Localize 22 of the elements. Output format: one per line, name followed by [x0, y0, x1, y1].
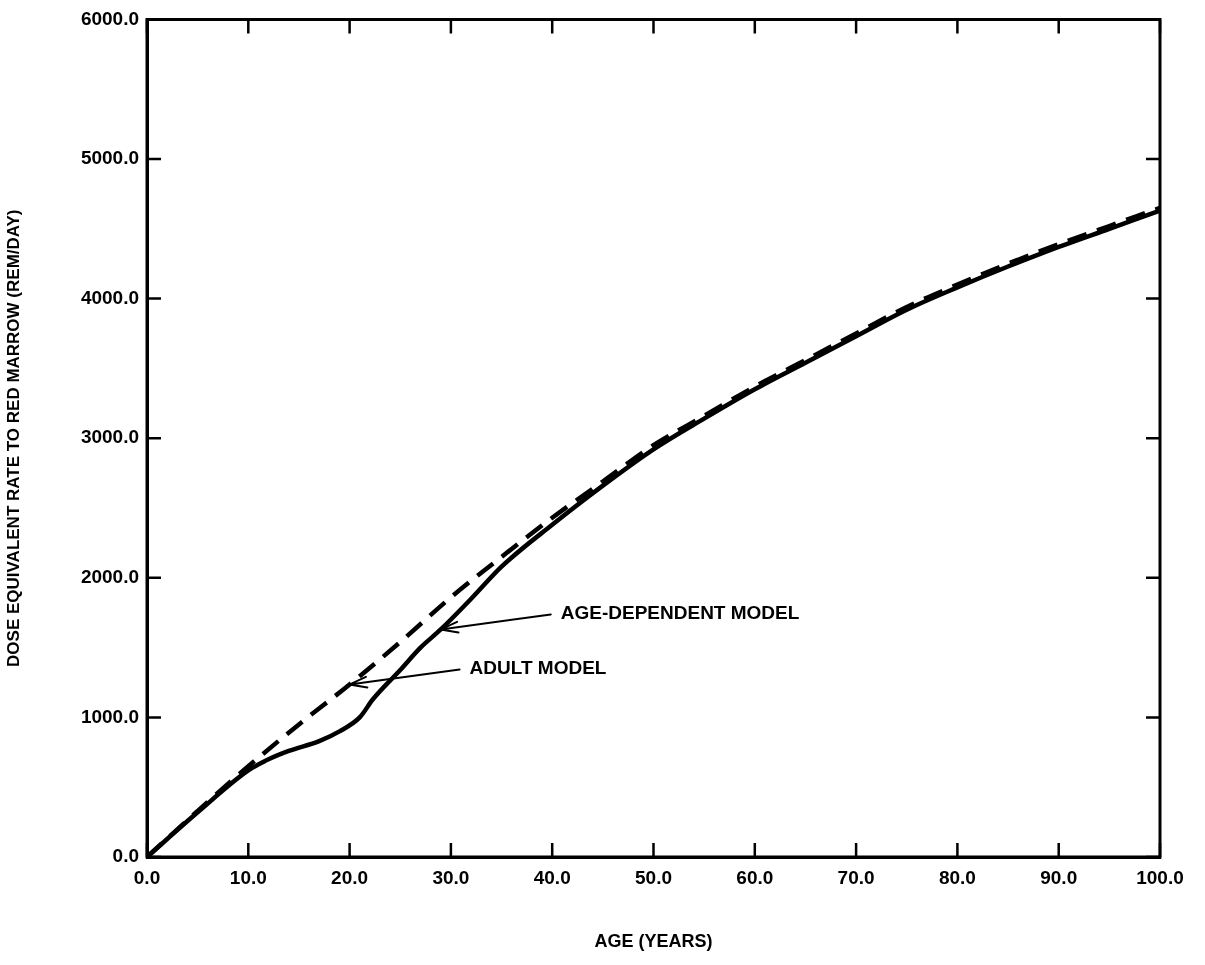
x-tick-label: 30.0: [432, 866, 470, 888]
y-tick-label: 2000.0: [80, 566, 139, 588]
x-tick-label: 10.0: [229, 866, 267, 888]
x-tick-label: 0.0: [133, 866, 161, 888]
y-tick-label: 0.0: [112, 845, 139, 867]
annotation: AGE-DEPENDENT MODEL: [560, 601, 800, 623]
x-tick-label: 40.0: [533, 866, 571, 888]
x-axis-title: AGE (YEARS): [594, 931, 713, 952]
y-tick-label: 4000.0: [80, 286, 139, 308]
y-tick-label: 3000.0: [80, 426, 139, 448]
x-tick-label: 80.0: [938, 866, 976, 888]
annotation: ADULT MODEL: [469, 656, 607, 678]
y-tick-label: 5000.0: [80, 147, 139, 169]
y-tick-label: 6000.0: [80, 7, 139, 29]
x-tick-label: 20.0: [331, 866, 369, 888]
x-tick-label: 100.0: [1136, 866, 1184, 888]
y-axis-title: DOSE EQUIVALENT RATE TO RED MARROW (REM/DAY): [3, 209, 23, 667]
x-tick-label: 60.0: [736, 866, 774, 888]
x-tick-label: 50.0: [635, 866, 672, 888]
y-tick-label: 1000.0: [80, 705, 139, 727]
x-tick-label: 90.0: [1040, 866, 1078, 888]
x-tick-label: 70.0: [837, 866, 875, 888]
